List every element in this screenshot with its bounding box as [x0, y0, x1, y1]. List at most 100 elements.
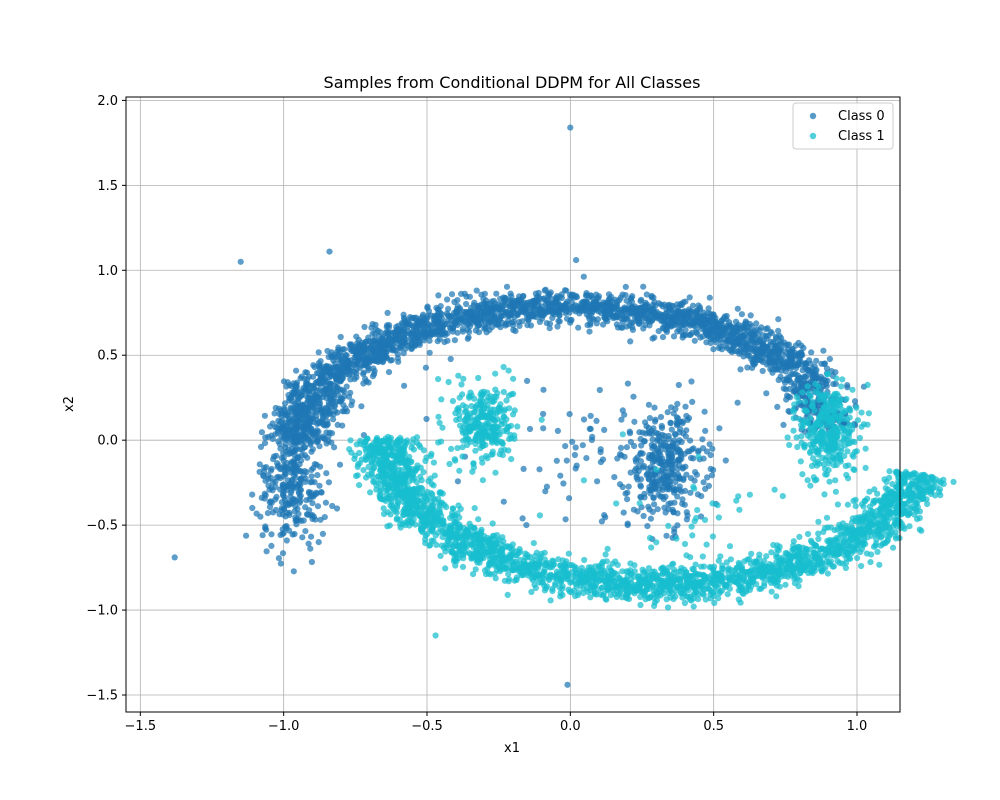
scatter-point-class-1 — [504, 591, 511, 599]
scatter-point-class-0 — [679, 318, 687, 325]
scatter-point-class-0 — [503, 283, 511, 290]
scatter-point-class-0 — [687, 437, 694, 444]
scatter-point-class-0 — [772, 355, 779, 362]
scatter-point-class-0 — [309, 500, 316, 507]
scatter-point-class-0 — [629, 326, 637, 333]
scatter-point-class-0 — [451, 337, 458, 344]
scatter-point-class-0 — [372, 321, 379, 328]
scatter-point-class-0 — [466, 328, 473, 335]
scatter-point-class-0 — [566, 411, 573, 418]
scatter-point-class-0 — [538, 315, 546, 322]
scatter-point-class-0 — [746, 352, 753, 360]
scatter-point-class-0 — [278, 505, 285, 512]
scatter-point-class-0 — [171, 554, 178, 561]
scatter-point-class-0 — [632, 456, 639, 463]
scatter-point-class-0 — [595, 295, 602, 302]
scatter-point-class-0 — [274, 460, 281, 467]
scatter-point-class-0 — [359, 343, 366, 350]
scatter-point-class-0 — [674, 522, 681, 529]
scatter-point-class-0 — [826, 355, 834, 363]
scatter-point-class-0 — [691, 337, 698, 344]
scatter-point-class-0 — [780, 421, 787, 428]
scatter-point-class-1 — [565, 550, 572, 557]
scatter-point-class-0 — [593, 417, 600, 424]
scatter-point-class-0 — [464, 335, 471, 342]
chart-title: Samples from Conditional DDPM for All Cl… — [324, 73, 701, 92]
scatter-point-class-0 — [542, 301, 549, 308]
scatter-point-class-0 — [671, 309, 678, 316]
scatter-point-class-0 — [400, 350, 407, 357]
scatter-point-class-0 — [276, 441, 283, 448]
scatter-point-class-0 — [420, 311, 427, 318]
scatter-point-class-0 — [821, 360, 828, 368]
scatter-point-class-0 — [627, 338, 634, 345]
scatter-point-class-0 — [516, 322, 523, 329]
scatter-point-class-0 — [384, 309, 391, 316]
scatter-point-class-0 — [704, 474, 711, 481]
scatter-point-class-0 — [479, 305, 486, 312]
scatter-point-class-1 — [844, 501, 852, 508]
scatter-point-class-0 — [368, 342, 375, 349]
scatter-point-class-0 — [347, 367, 354, 374]
scatter-point-class-0 — [345, 393, 353, 400]
scatter-point-class-1 — [823, 514, 831, 521]
scatter-point-class-0 — [298, 423, 305, 431]
scatter-point-class-0 — [562, 443, 569, 450]
scatter-point-class-0 — [368, 347, 375, 354]
scatter-point-class-0 — [301, 444, 308, 451]
scatter-point-class-0 — [456, 306, 463, 313]
scatter-point-class-0 — [604, 318, 611, 325]
scatter-point-class-0 — [461, 290, 468, 297]
scatter-point-class-0 — [554, 323, 561, 330]
scatter-point-class-0 — [734, 399, 741, 406]
scatter-point-class-0 — [666, 301, 673, 308]
scatter-point-class-0 — [520, 304, 527, 311]
scatter-point-class-0 — [363, 378, 370, 385]
scatter-point-class-0 — [540, 425, 547, 432]
scatter-point-class-0 — [444, 312, 451, 319]
scatter-point-class-0 — [724, 324, 731, 331]
scatter-point-class-0 — [773, 333, 780, 340]
scatter-point-class-0 — [704, 331, 712, 338]
scatter-point-class-0 — [662, 446, 669, 453]
scatter-point-class-0 — [580, 273, 587, 280]
scatter-point-class-0 — [319, 433, 326, 440]
scatter-point-class-0 — [637, 483, 645, 490]
scatter-point-class-0 — [508, 300, 516, 307]
scatter-point-class-0 — [851, 398, 859, 405]
scatter-point-class-0 — [454, 329, 461, 336]
scatter-point-class-0 — [712, 318, 720, 325]
scatter-point-class-0 — [294, 505, 301, 512]
scatter-point-class-0 — [678, 452, 685, 459]
scatter-point-class-0 — [640, 325, 647, 332]
scatter-point-class-0 — [326, 374, 333, 381]
scatter-point-class-0 — [706, 294, 713, 301]
scatter-point-class-0 — [260, 472, 267, 479]
scatter-point-class-0 — [277, 560, 284, 567]
scatter-point-class-0 — [410, 329, 417, 336]
scatter-point-class-0 — [737, 346, 744, 353]
scatter-point-class-0 — [728, 349, 736, 356]
scatter-point-class-0 — [633, 474, 640, 481]
scatter-point-class-0 — [646, 430, 653, 437]
scatter-point-class-0 — [645, 503, 652, 510]
scatter-point-class-0 — [682, 403, 689, 410]
scatter-point-class-0 — [294, 436, 301, 444]
scatter-point-class-0 — [353, 333, 360, 340]
scatter-point-class-0 — [669, 462, 676, 469]
scatter-point-class-0 — [293, 390, 300, 397]
scatter-point-class-0 — [651, 334, 658, 341]
scatter-point-class-0 — [500, 498, 507, 505]
scatter-point-class-0 — [657, 460, 665, 467]
scatter-point-class-0 — [659, 486, 666, 493]
scatter-point-class-0 — [363, 361, 370, 368]
scatter-point-class-1 — [815, 530, 822, 537]
scatter-point-class-0 — [566, 495, 573, 502]
scatter-point-class-0 — [385, 324, 392, 331]
scatter-point-class-0 — [706, 441, 713, 448]
scatter-point-class-0 — [509, 322, 517, 329]
scatter-point-class-0 — [594, 478, 601, 485]
scatter-point-class-0 — [318, 489, 325, 496]
scatter-point-class-0 — [311, 432, 319, 440]
scatter-point-class-0 — [798, 381, 805, 388]
